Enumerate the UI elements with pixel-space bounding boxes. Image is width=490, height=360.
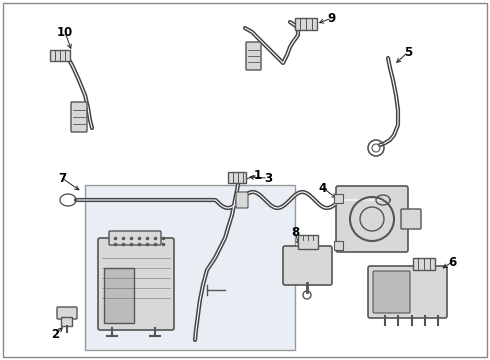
FancyBboxPatch shape bbox=[298, 235, 318, 249]
FancyBboxPatch shape bbox=[98, 238, 174, 330]
Text: 8: 8 bbox=[291, 225, 299, 239]
FancyBboxPatch shape bbox=[295, 18, 317, 30]
FancyBboxPatch shape bbox=[104, 268, 134, 323]
FancyBboxPatch shape bbox=[57, 307, 77, 319]
FancyBboxPatch shape bbox=[71, 102, 87, 132]
Text: 5: 5 bbox=[404, 45, 412, 59]
Text: 9: 9 bbox=[328, 12, 336, 24]
FancyBboxPatch shape bbox=[246, 42, 261, 70]
FancyBboxPatch shape bbox=[236, 192, 248, 208]
Text: 10: 10 bbox=[57, 26, 73, 39]
Text: 6: 6 bbox=[448, 256, 456, 269]
Text: 1: 1 bbox=[254, 168, 262, 181]
FancyBboxPatch shape bbox=[335, 242, 343, 251]
Text: 3: 3 bbox=[264, 171, 272, 185]
FancyBboxPatch shape bbox=[50, 50, 70, 61]
FancyBboxPatch shape bbox=[62, 318, 73, 327]
FancyBboxPatch shape bbox=[336, 186, 408, 252]
FancyBboxPatch shape bbox=[85, 185, 295, 350]
FancyBboxPatch shape bbox=[373, 271, 410, 313]
FancyBboxPatch shape bbox=[283, 246, 332, 285]
FancyBboxPatch shape bbox=[335, 194, 343, 203]
FancyBboxPatch shape bbox=[401, 209, 421, 229]
FancyBboxPatch shape bbox=[368, 266, 447, 318]
Text: 2: 2 bbox=[51, 328, 59, 342]
FancyBboxPatch shape bbox=[413, 258, 435, 270]
FancyBboxPatch shape bbox=[109, 231, 161, 245]
Text: 7: 7 bbox=[58, 171, 66, 185]
Circle shape bbox=[367, 214, 377, 224]
Text: 4: 4 bbox=[319, 181, 327, 194]
FancyBboxPatch shape bbox=[228, 172, 246, 183]
